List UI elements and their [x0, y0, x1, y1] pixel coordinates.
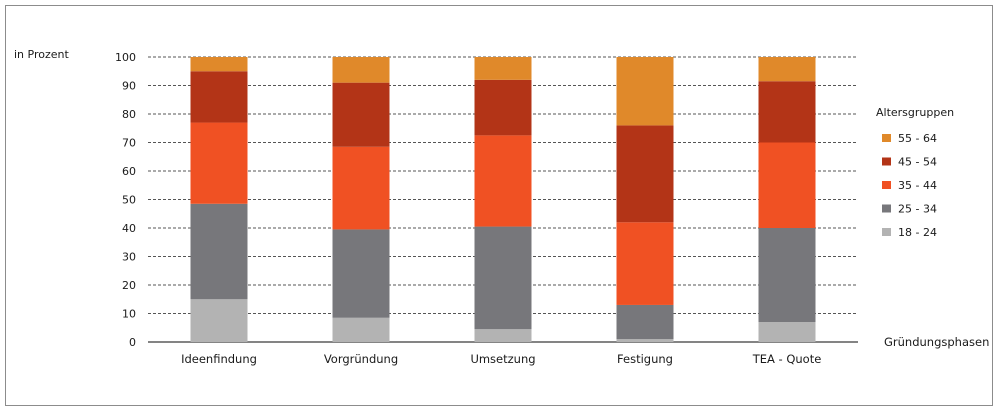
bar-ideenfindung-45-54	[190, 71, 248, 123]
legend: 55 - 64 45 - 54 35 - 44 25 - 34 18 - 24	[882, 132, 937, 239]
legend-swatch-35-44	[882, 181, 891, 189]
bars	[190, 57, 816, 342]
x-tick-label-1: Vorgründung	[324, 352, 398, 366]
bar-vorgründung-25-34	[332, 229, 390, 318]
legend-label-18-24: 18 - 24	[898, 226, 937, 239]
y-tick-label-50: 50	[122, 194, 136, 207]
y-tick-label-10: 10	[122, 308, 136, 321]
y-tick-label-70: 70	[122, 137, 136, 150]
legend-swatch-45-54	[882, 157, 891, 166]
y-tick-label-30: 30	[122, 251, 136, 264]
x-tick-label-0: Ideenfindung	[181, 352, 257, 366]
bar-ideenfindung-25-34	[190, 203, 248, 300]
y-tick-label-100: 100	[115, 51, 136, 64]
legend-title: Altersgruppen	[876, 106, 954, 119]
y-tick-label-20: 20	[122, 279, 136, 292]
bar-umsetzung-35-44	[474, 135, 532, 227]
bar-ideenfindung-55-64	[190, 57, 248, 72]
bar-festigung-18-24	[616, 339, 674, 342]
bar-tea-quote-18-24	[758, 322, 816, 342]
legend-label-55-64: 55 - 64	[898, 132, 937, 145]
bar-umsetzung-25-34	[474, 226, 532, 330]
y-axis-label: in Prozent	[14, 48, 69, 61]
bar-vorgründung-35-44	[332, 146, 390, 230]
bar-umsetzung-45-54	[474, 79, 532, 136]
bar-tea-quote-45-54	[758, 81, 816, 143]
bar-vorgründung-45-54	[332, 82, 390, 147]
y-tick-labels: 0 10 20 30 40 50 60 70 80 90 100	[115, 51, 136, 349]
legend-label-25-34: 25 - 34	[898, 203, 937, 216]
bar-umsetzung-55-64	[474, 57, 532, 80]
bar-festigung-25-34	[616, 304, 674, 340]
bar-tea-quote-25-34	[758, 228, 816, 323]
bar-ideenfindung-18-24	[190, 299, 248, 342]
x-tick-label-2: Umsetzung	[470, 352, 535, 366]
bar-tea-quote-55-64	[758, 57, 816, 82]
legend-swatch-25-34	[882, 204, 891, 213]
y-tick-label-60: 60	[122, 165, 136, 178]
legend-label-45-54: 45 - 54	[898, 156, 937, 169]
legend-label-35-44: 35 - 44	[898, 179, 937, 192]
y-tick-label-80: 80	[122, 108, 136, 121]
y-tick-label-40: 40	[122, 222, 136, 235]
bar-festigung-35-44	[616, 222, 674, 305]
legend-swatch-18-24	[882, 228, 891, 236]
bar-vorgründung-18-24	[332, 317, 390, 342]
bar-ideenfindung-35-44	[190, 122, 248, 204]
bar-festigung-45-54	[616, 125, 674, 223]
x-axis-label: Gründungsphasen	[884, 335, 989, 349]
x-tick-label-3: Festigung	[617, 352, 673, 366]
x-tick-label-4: TEA - Quote	[752, 352, 822, 366]
bar-tea-quote-35-44	[758, 142, 816, 228]
bar-festigung-55-64	[616, 57, 674, 126]
bar-umsetzung-18-24	[474, 329, 532, 342]
y-tick-label-90: 90	[122, 80, 136, 93]
bar-vorgründung-55-64	[332, 57, 390, 83]
y-tick-label-0: 0	[129, 336, 136, 349]
x-tick-labels: Ideenfindung Vorgründung Umsetzung Festigun…	[181, 352, 821, 366]
legend-swatch-55-64	[882, 134, 891, 142]
